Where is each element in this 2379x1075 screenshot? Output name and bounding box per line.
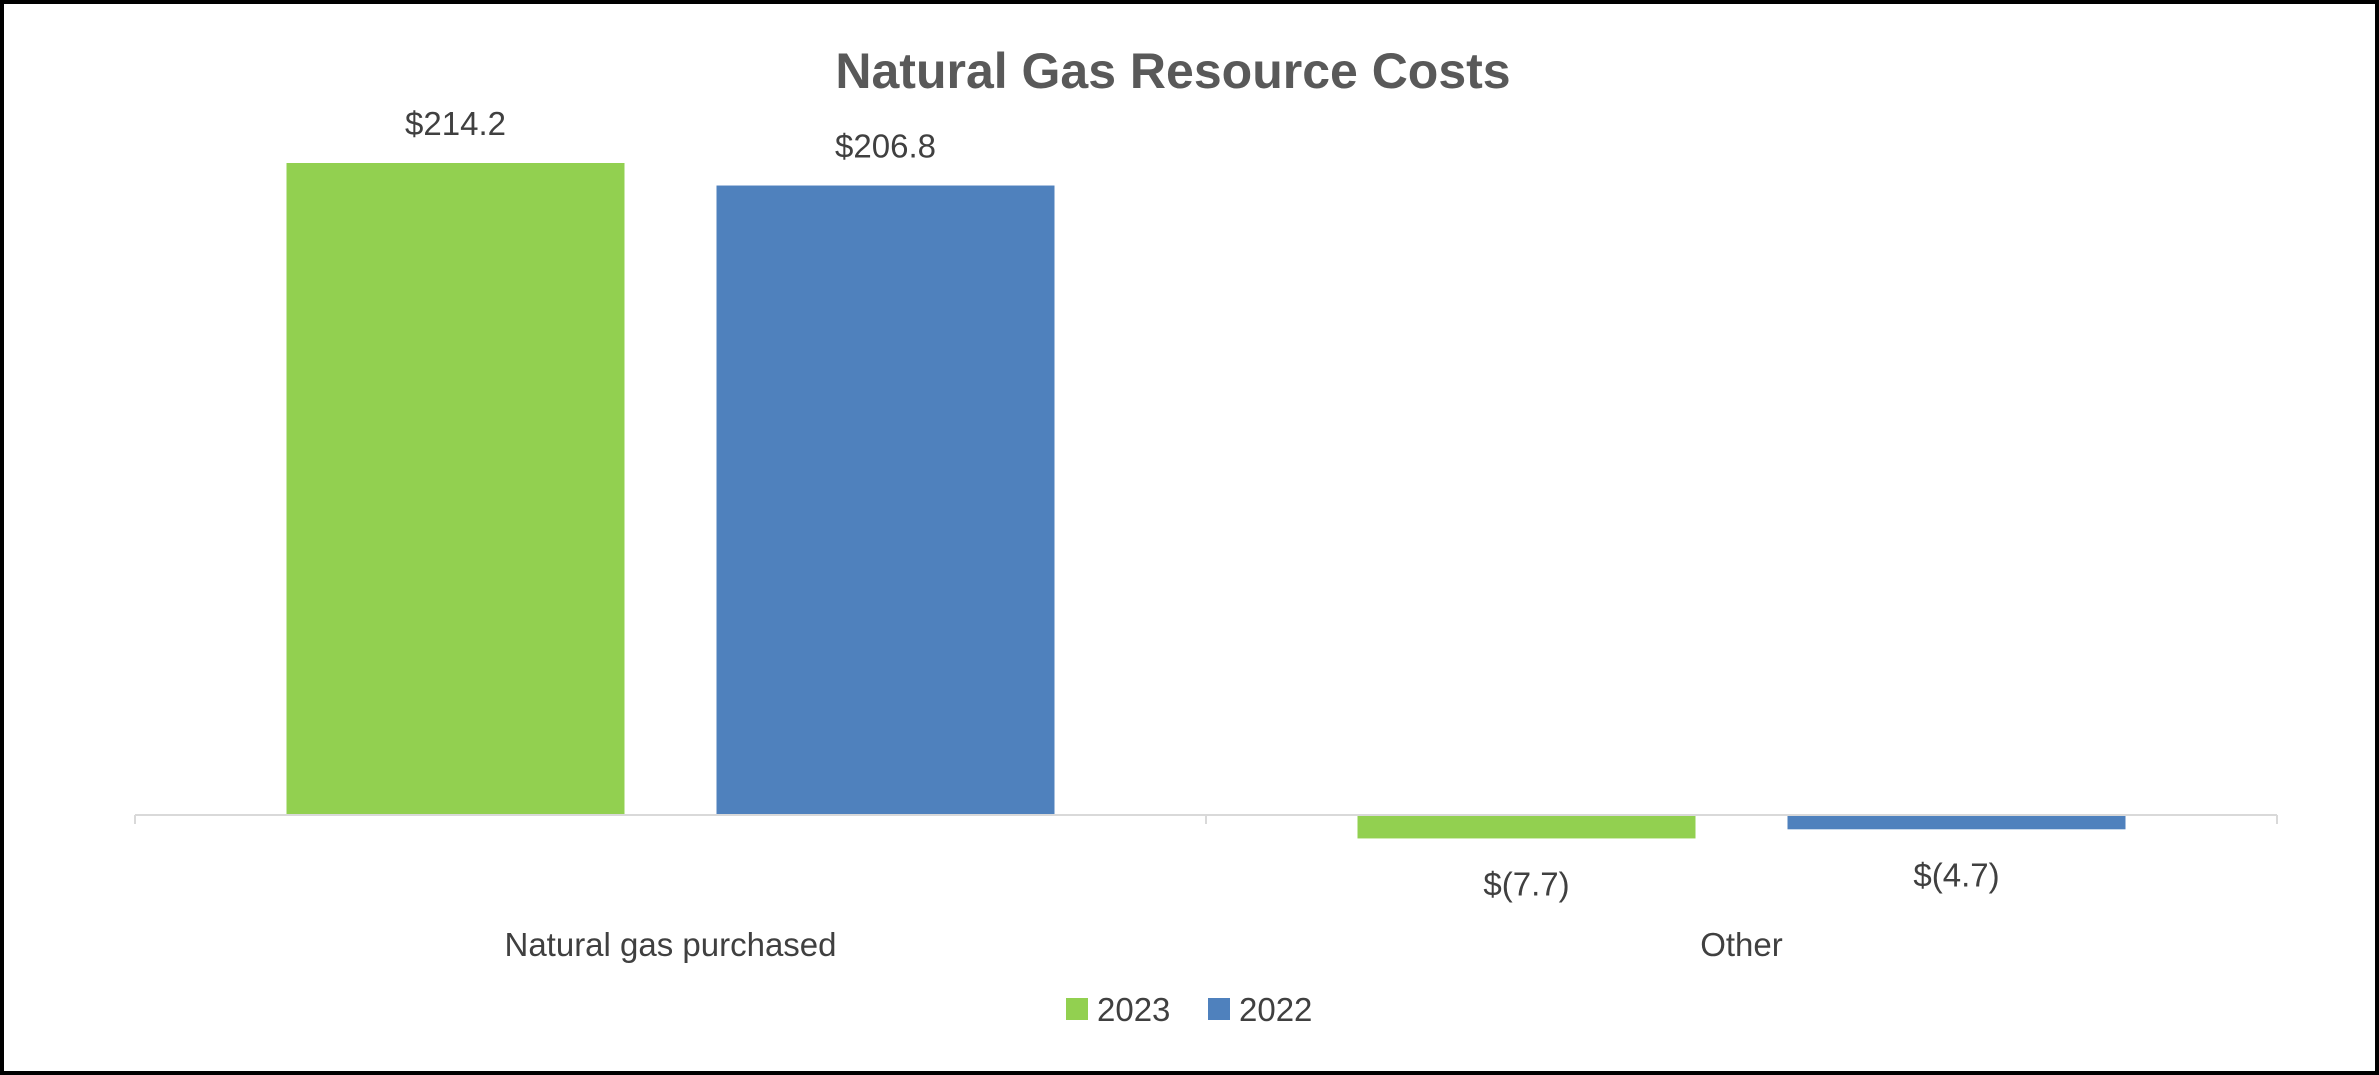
category-labels: Natural gas purchased Other	[504, 926, 1782, 963]
bar-2022-1	[716, 185, 1055, 815]
legend-label-2023: 2023	[1097, 991, 1170, 1028]
bar-2023-2	[1357, 815, 1696, 839]
data-labels: $214.2 $206.8 $(7.7) $(4.7)	[405, 105, 2000, 902]
data-label-2022-2: $(4.7)	[1913, 856, 1999, 893]
legend-swatch-2023	[1066, 998, 1088, 1020]
data-label-2023-1: $214.2	[405, 105, 506, 142]
legend: 2023 2022	[1066, 991, 1312, 1028]
x-axis	[134, 814, 2278, 824]
legend-label-2022: 2022	[1239, 991, 1312, 1028]
chart-title: Natural Gas Resource Costs	[835, 43, 1510, 99]
category-label-1: Natural gas purchased	[504, 926, 836, 963]
bar-2023-1	[286, 163, 625, 815]
category-label-2: Other	[1700, 926, 1783, 963]
data-label-2023-2: $(7.7)	[1483, 865, 1569, 902]
bars	[286, 163, 2126, 839]
legend-swatch-2022	[1208, 998, 1230, 1020]
bar-2022-2	[1787, 815, 2126, 830]
data-label-2022-1: $206.8	[835, 128, 936, 165]
